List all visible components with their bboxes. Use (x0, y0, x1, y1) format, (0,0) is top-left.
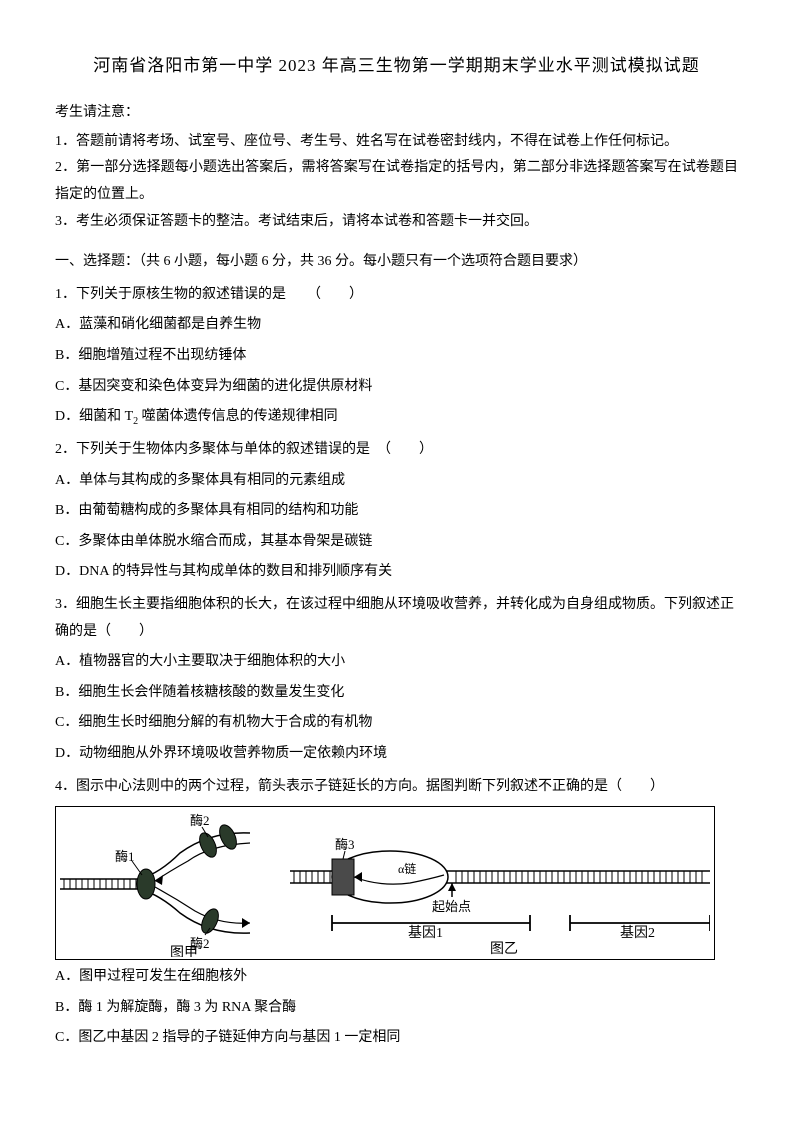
q1-option-c: C．基因突变和染色体变异为细菌的进化提供原材料 (55, 374, 738, 401)
q3-option-b: B．细胞生长会伴随着核糖核酸的数量发生变化 (55, 680, 738, 707)
label-start: 起始点 (432, 899, 471, 914)
q4-option-a: A．图甲过程可发生在细胞核外 (55, 964, 738, 991)
label-enzyme2-top: 酶2 (190, 813, 210, 828)
notice-header: 考生请注意： (55, 100, 738, 127)
diagram-svg: 酶1 酶2 酶2 图甲 (60, 813, 710, 957)
q2-option-c: C．多聚体由单体脱水缩合而成，其基本骨架是碳链 (55, 529, 738, 556)
left-dna-in (60, 879, 140, 889)
q1-stem: 1．下列关于原核生物的叙述错误的是 （ ） (55, 282, 738, 309)
q1-option-a: A．蓝藻和硝化细菌都是自养生物 (55, 312, 738, 339)
label-enzyme3: 酶3 (335, 837, 355, 852)
section-header: 一、选择题：（共 6 小题，每小题 6 分，共 36 分。每小题只有一个选项符合… (55, 249, 738, 276)
page-title: 河南省洛阳市第一中学 2023 年高三生物第一学期期末学业水平测试模拟试题 (55, 50, 738, 82)
label-alpha-chain: α链 (398, 861, 416, 876)
q1-d-post: 噬菌体遗传信息的传递规律相同 (138, 409, 338, 424)
q4-option-c: C．图乙中基因 2 指导的子链延伸方向与基因 1 一定相同 (55, 1025, 738, 1052)
q1-option-d: D．细菌和 T2 噬菌体遗传信息的传递规律相同 (55, 404, 738, 431)
q4-stem: 4．图示中心法则中的两个过程，箭头表示子链延长的方向。据图判断下列叙述不正确的是… (55, 774, 738, 801)
label-gene2: 基因2 (620, 924, 655, 941)
notice-item-1: 1．答题前请将考场、试室号、座位号、考生号、姓名写在试卷密封线内，不得在试卷上作… (55, 129, 738, 156)
q1-option-b: B．细胞增殖过程不出现纺锤体 (55, 343, 738, 370)
q2-option-b: B．由葡萄糖构成的多聚体具有相同的结构和功能 (55, 498, 738, 525)
q2-stem: 2．下列关于生物体内多聚体与单体的叙述错误的是 （ ） (55, 437, 738, 464)
q3-option-c: C．细胞生长时细胞分解的有机物大于合成的有机物 (55, 710, 738, 737)
q1-d-pre: D．细菌和 T (55, 409, 133, 424)
q2-option-a: A．单体与其构成的多聚体具有相同的元素组成 (55, 468, 738, 495)
q3-stem: 3．细胞生长主要指细胞体积的长大，在该过程中细胞从环境吸收营养，并转化成为自身组… (55, 592, 738, 645)
caption-right: 图乙 (490, 941, 518, 957)
q3-option-d: D．动物细胞从外界环境吸收营养物质一定依赖内环境 (55, 741, 738, 768)
q2-option-d: D．DNA 的特异性与其构成单体的数目和排列顺序有关 (55, 559, 738, 586)
caption-left: 图甲 (170, 946, 198, 957)
label-enzyme1: 酶1 (115, 849, 135, 864)
q3-option-a: A．植物器官的大小主要取决于细胞体积的大小 (55, 649, 738, 676)
notice-item-2: 2．第一部分选择题每小题选出答案后，需将答案写在试卷指定的括号内，第二部分非选择… (55, 155, 738, 208)
label-gene1: 基因1 (408, 924, 443, 941)
q4-option-b: B．酶 1 为解旋酶，酶 3 为 RNA 聚合酶 (55, 995, 738, 1022)
notice-item-3: 3．考生必须保证答题卡的整洁。考试结束后，请将本试卷和答题卡一并交回。 (55, 209, 738, 236)
diagram-container: 酶1 酶2 酶2 图甲 (55, 806, 715, 960)
